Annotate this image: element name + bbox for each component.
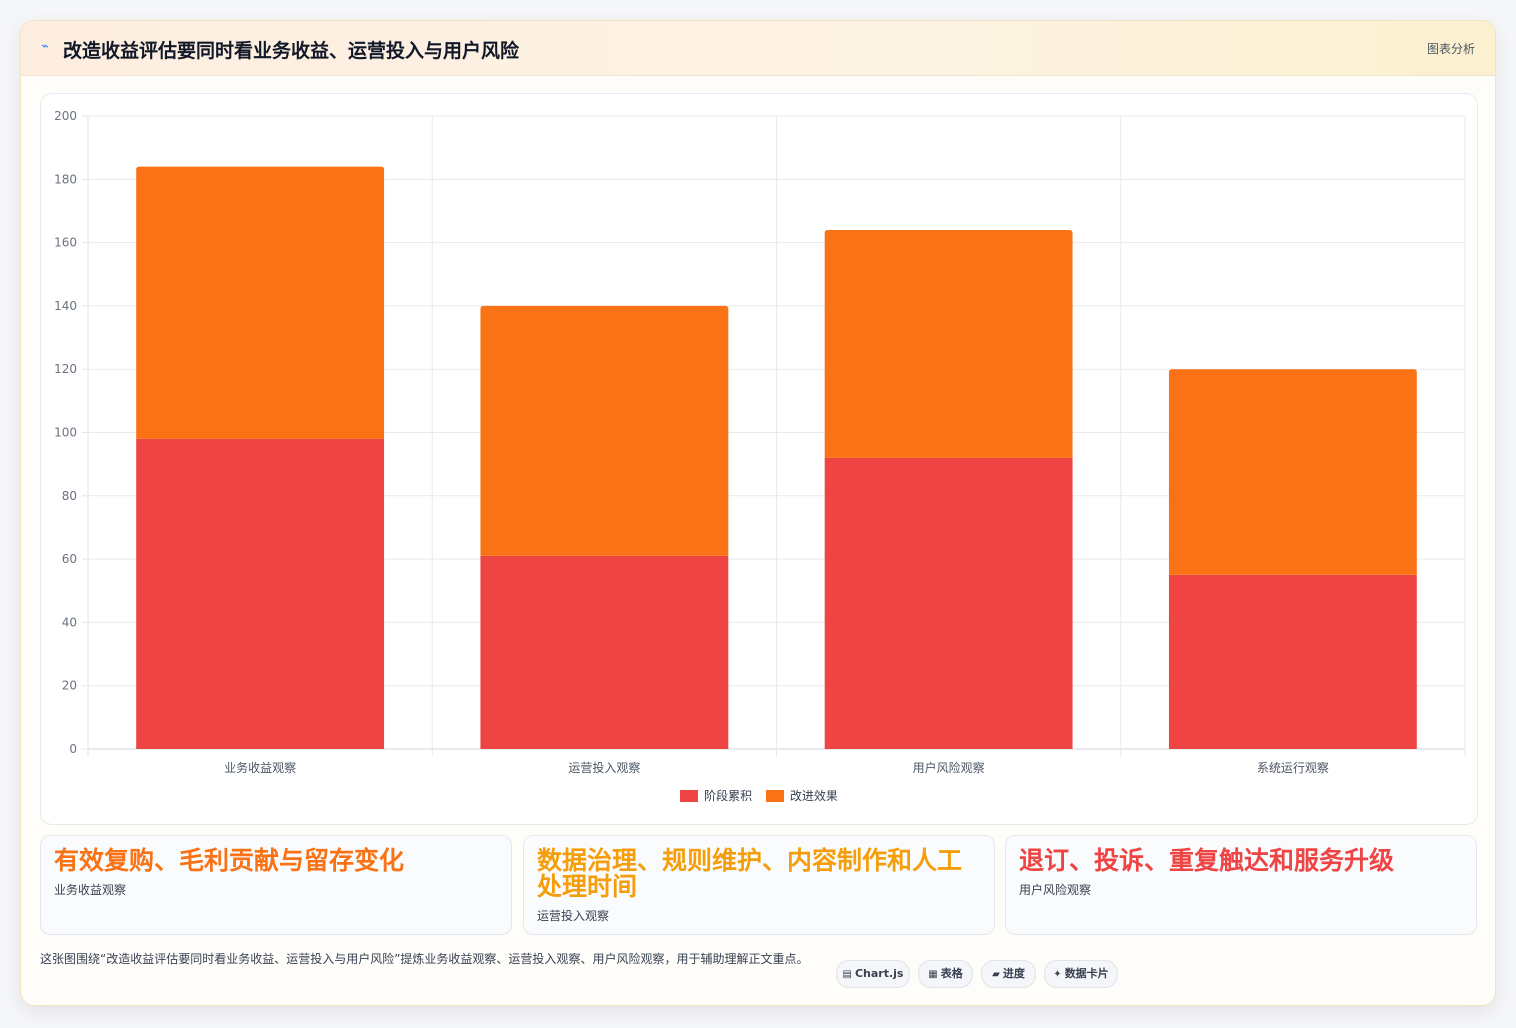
insight-card-operations: 数据治理、规则维护、内容制作和人工处理时间 运营投入观察 bbox=[523, 835, 995, 935]
legend-swatch bbox=[765, 789, 784, 802]
chart-icon: ▤ bbox=[842, 969, 852, 980]
insight-card-label: 业务收益观察 bbox=[54, 883, 127, 897]
legend-item-series-1[interactable]: 改进效果 bbox=[765, 787, 838, 804]
insight-card-headline: 退订、投诉、重复触达和服务升级 bbox=[1019, 846, 1395, 875]
y-tick-label: 80 bbox=[62, 489, 77, 503]
sparkline-icon: ⌁ bbox=[41, 39, 49, 54]
chip-chartjs[interactable]: ▤ Chart.js bbox=[836, 960, 910, 988]
insight-card-business: 有效复购、毛利贡献与留存变化 业务收益观察 bbox=[40, 835, 512, 935]
insight-card-headline: 有效复购、毛利贡献与留存变化 bbox=[54, 846, 405, 875]
chart-panel: 0 20 40 60 80 100 120 140 160 180 200 业务收益观察 运营投入观察 用… bbox=[40, 93, 1478, 825]
legend-label: 改进效果 bbox=[789, 789, 838, 803]
chip-label: 进度 bbox=[1002, 967, 1025, 980]
insight-card-headline: 数据治理、规则维护、内容制作和人工处理时间 bbox=[537, 846, 963, 901]
chip-data-card[interactable]: ✦ 数据卡片 bbox=[1044, 960, 1118, 988]
y-tick-label: 20 bbox=[62, 679, 77, 693]
y-tick-label: 140 bbox=[54, 299, 77, 313]
legend-label: 阶段累积 bbox=[704, 789, 753, 803]
bar-segment bbox=[1168, 574, 1417, 749]
y-tick-label: 180 bbox=[54, 172, 77, 186]
y-tick-label: 200 bbox=[54, 109, 77, 123]
bar-segment bbox=[136, 438, 385, 749]
y-tick-label: 60 bbox=[62, 552, 77, 566]
x-tick-label: 系统运行观察 bbox=[1257, 761, 1329, 775]
y-tick-label: 120 bbox=[54, 362, 77, 376]
bar-segment bbox=[824, 457, 1073, 749]
bar-segment bbox=[824, 229, 1073, 458]
chip-label: 数据卡片 bbox=[1064, 967, 1109, 980]
x-tick-label: 用户风险观察 bbox=[913, 760, 985, 775]
chip-label: 表格 bbox=[940, 967, 963, 980]
stacked-bar-chart: 0 20 40 60 80 100 120 140 160 180 200 业务收益观察 运营投入观察 用… bbox=[54, 109, 1466, 775]
insight-card-label: 运营投入观察 bbox=[537, 909, 610, 923]
chart-card: ⌁ 改造收益评估要同时看业务收益、运营投入与用户风险 图表分析 0 20 40 60 8… bbox=[20, 20, 1496, 1006]
chart-legend: 阶段累积 改进效果 bbox=[41, 787, 1477, 805]
insight-card-label: 用户风险观察 bbox=[1019, 883, 1092, 897]
bar-segment bbox=[480, 305, 729, 556]
progress-icon: ▰ bbox=[992, 969, 1000, 980]
card-header: ⌁ 改造收益评估要同时看业务收益、运营投入与用户风险 图表分析 bbox=[21, 21, 1495, 76]
x-tick-label: 业务收益观察 bbox=[224, 760, 296, 775]
table-icon: ▦ bbox=[928, 969, 938, 980]
sparkle-icon: ✦ bbox=[1053, 969, 1062, 980]
insight-card-risk: 退订、投诉、重复触达和服务升级 用户风险观察 bbox=[1005, 835, 1477, 935]
bar-segment bbox=[136, 166, 385, 439]
chart-analysis-tag: 图表分析 bbox=[1426, 42, 1475, 56]
y-tick-label: 160 bbox=[54, 236, 77, 250]
chip-progress[interactable]: ▰ 进度 bbox=[981, 960, 1036, 988]
chip-label: Chart.js bbox=[854, 967, 904, 980]
bar-segment bbox=[480, 555, 729, 749]
y-tick-label: 40 bbox=[62, 615, 77, 629]
x-tick-label: 运营投入观察 bbox=[568, 760, 640, 775]
y-tick-label: 0 bbox=[69, 742, 77, 756]
chip-table[interactable]: ▦ 表格 bbox=[918, 960, 973, 988]
chart-description: 这张图围绕“改造收益评估要同时看业务收益、运营投入与用户风险”提炼业务收益观察、… bbox=[40, 952, 809, 966]
y-tick-label: 100 bbox=[54, 426, 77, 440]
legend-item-series-0[interactable]: 阶段累积 bbox=[680, 787, 752, 804]
bar-segment bbox=[1168, 369, 1417, 575]
page-title: 改造收益评估要同时看业务收益、运营投入与用户风险 bbox=[63, 40, 520, 62]
legend-swatch bbox=[680, 789, 699, 802]
